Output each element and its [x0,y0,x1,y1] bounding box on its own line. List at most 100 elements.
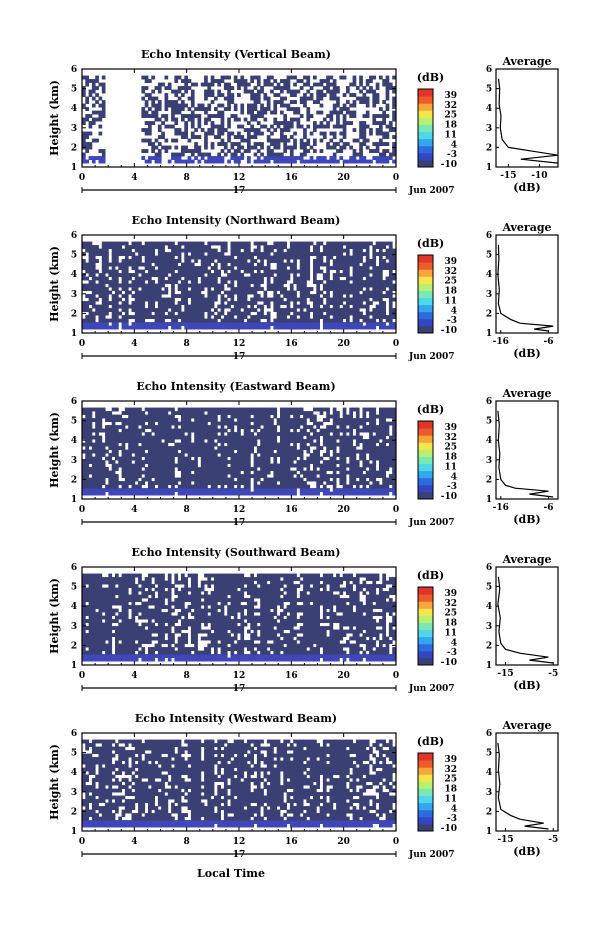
heatmap-cell [148,467,152,471]
heatmap-cell [287,326,291,330]
heatmap-cell [300,422,304,426]
heatmap-cell [125,411,129,415]
heatmap-cell [260,312,264,316]
heatmap-cell [231,418,235,422]
heatmap-cell [207,280,211,284]
heatmap-cell [310,415,314,419]
heatmap-cell [336,121,340,125]
heatmap-cell [95,322,99,326]
heatmap-cell [148,270,152,274]
heatmap-cell [141,453,145,457]
heatmap-cell [356,249,360,253]
heatmap-cell [207,118,211,122]
heatmap-cell [234,446,238,450]
average-frame [496,235,558,333]
heatmap-cell [141,478,145,482]
heatmap-cell [244,326,248,330]
heatmap-cell [363,450,367,454]
heatmap-cell [165,429,169,433]
heatmap-cell [372,291,376,295]
heatmap-cell [231,322,235,326]
heatmap-cell [204,418,208,422]
heatmap-cell [221,79,225,83]
heatmap-cell [363,270,367,274]
heatmap-cell [145,160,149,164]
heatmap-cell [92,287,96,291]
heatmap-cell [287,308,291,312]
heatmap-cell [320,280,324,284]
heatmap-cell [92,418,96,422]
heatmap-cell [138,464,142,468]
heatmap-cell [188,86,192,90]
heatmap-cell [184,298,188,302]
heatmap-cell [290,266,294,270]
average-y-tick-label: 3 [486,290,492,300]
heatmap-cell [184,460,188,464]
heatmap-cell [188,485,192,489]
heatmap-cell [250,256,254,260]
heatmap-cell [234,312,238,316]
heatmap-cell [95,457,99,461]
heatmap-cell [280,104,284,108]
heatmap-cell [122,471,126,475]
heatmap-cell [191,460,195,464]
heatmap-cell [198,425,202,429]
heatmap-cell [184,266,188,270]
heatmap-cell [128,481,132,485]
heatmap-cell [224,319,228,323]
heatmap-cell [112,425,116,429]
heatmap-cell [306,492,310,496]
heatmap-cell [168,104,172,108]
heatmap-cell [333,266,337,270]
heatmap-cell [330,93,334,97]
heatmap-cell [290,425,294,429]
colorbar-segment [418,262,433,270]
heatmap-cell [273,259,277,263]
heatmap-cell [231,488,235,492]
heatmap-cell [333,443,337,447]
heatmap-cell [201,259,205,263]
heatmap-cell [326,326,330,330]
heatmap-cell [89,245,93,249]
heatmap-cell [336,474,340,478]
heatmap-cell [240,446,244,450]
heatmap-cell [330,439,334,443]
heatmap-cell [188,97,192,101]
heatmap-cell [148,457,152,461]
heatmap-cell [148,97,152,101]
heatmap-cell [240,301,244,305]
heatmap-cell [247,291,251,295]
heatmap-cell [227,315,231,319]
heatmap-cell [181,118,185,122]
heatmap-cell [346,100,350,104]
heatmap-cell [290,485,294,489]
heatmap-cell [353,457,357,461]
heatmap-cell [148,287,152,291]
heatmap-cell [303,263,307,267]
heatmap-cell [145,104,149,108]
heatmap-cell [108,432,112,436]
heatmap-cell [201,284,205,288]
heatmap-cell [277,93,281,97]
heatmap-cell [290,249,294,253]
heatmap-cell [336,111,340,115]
heatmap-cell [188,432,192,436]
heatmap-cell [171,139,175,143]
heatmap-cell [102,245,106,249]
heatmap-cell [138,418,142,422]
heatmap-cell [115,408,119,412]
heatmap-cell [89,132,93,136]
heatmap-cell [240,139,244,143]
heatmap-cell [382,132,386,136]
heatmap-cell [221,322,225,326]
heatmap-cell [376,114,380,118]
heatmap-cell [326,464,330,468]
heatmap-cell [336,273,340,277]
heatmap-cell [310,252,314,256]
heatmap-cell [168,460,172,464]
heatmap-cell [336,114,340,118]
heatmap-cell [273,139,277,143]
heatmap-cell [267,301,271,305]
heatmap-cell [306,266,310,270]
heatmap-cell [168,312,172,316]
